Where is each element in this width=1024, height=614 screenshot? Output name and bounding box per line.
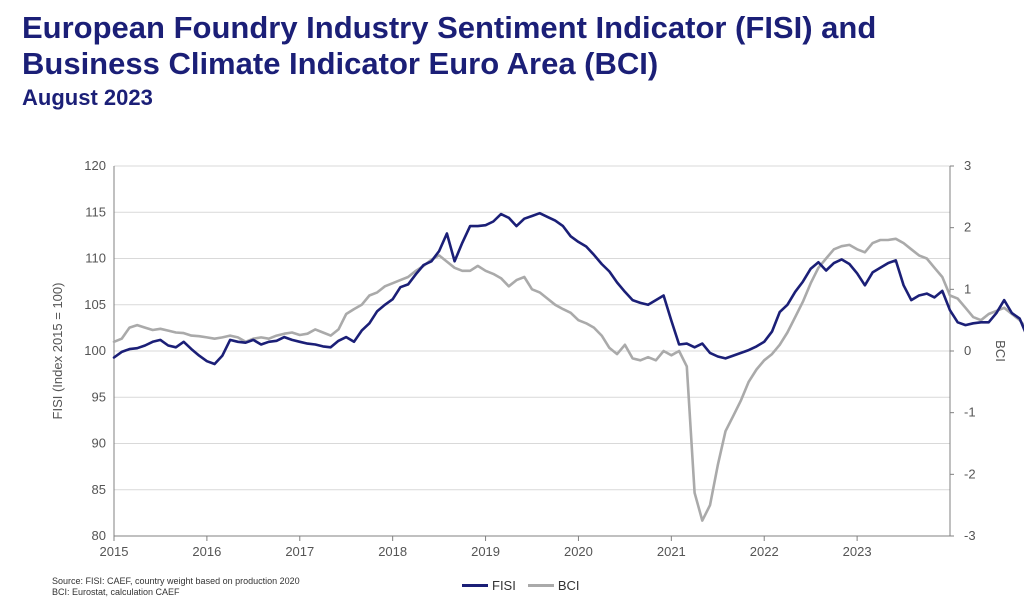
chart-title-line-1: European Foundry Industry Sentiment Indi… xyxy=(22,10,877,45)
chart-title-line-2: Business Climate Indicator Euro Area (BC… xyxy=(22,46,659,81)
y2-tick-label: 2 xyxy=(964,220,971,235)
legend-label-fisi: FISI xyxy=(492,578,516,593)
legend-label-bci: BCI xyxy=(557,578,580,593)
x-tick-label: 2023 xyxy=(843,544,872,559)
x-tick-label: 2017 xyxy=(285,544,314,559)
source-line-2: BCI: Eurostat, calculation CAEF xyxy=(52,587,180,597)
legend-item-fisi: FISI xyxy=(462,578,516,593)
y-tick-label: 100 xyxy=(84,343,106,358)
x-tick-label: 2021 xyxy=(657,544,686,559)
y-tick-label: 105 xyxy=(84,297,106,312)
y-tick-label: 90 xyxy=(92,436,106,451)
chart-subtitle: August 2023 xyxy=(22,85,153,110)
source-note: Source: FISI: CAEF, country weight based… xyxy=(52,576,300,598)
y-tick-label: 110 xyxy=(85,251,106,266)
y-tick-label: 80 xyxy=(92,528,106,543)
x-tick-label: 2016 xyxy=(192,544,221,559)
y2-tick-label: -3 xyxy=(964,528,976,543)
y2-tick-label: 3 xyxy=(964,158,971,173)
legend: FISI BCI xyxy=(462,578,592,593)
x-tick-label: 2020 xyxy=(564,544,593,559)
x-tick-label: 2022 xyxy=(750,544,779,559)
legend-swatch-fisi xyxy=(462,584,488,587)
x-tick-label: 2015 xyxy=(100,544,129,559)
legend-item-bci: BCI xyxy=(527,578,580,593)
y2-tick-label: 1 xyxy=(964,281,971,296)
series-line-bci xyxy=(112,237,1024,522)
y2-tick-label: 0 xyxy=(964,343,971,358)
y-tick-label: 85 xyxy=(92,482,106,497)
y2-tick-label: -2 xyxy=(964,466,976,481)
title-block: European Foundry Industry Sentiment Indi… xyxy=(22,10,876,112)
legend-swatch-bci xyxy=(527,584,554,587)
source-line-1: Source: FISI: CAEF, country weight based… xyxy=(52,576,300,586)
x-tick-label: 2018 xyxy=(378,544,407,559)
y2-axis-title: BCI xyxy=(993,340,1008,362)
y-tick-label: 115 xyxy=(85,204,106,219)
x-tick-label: 2019 xyxy=(471,544,500,559)
series-line-fisi xyxy=(112,211,1024,366)
y-tick-label: 120 xyxy=(84,158,106,173)
y2-tick-label: -1 xyxy=(964,405,976,420)
y-axis-title: FISI (Index 2015 = 100) xyxy=(50,283,65,420)
y-tick-label: 95 xyxy=(92,389,106,404)
